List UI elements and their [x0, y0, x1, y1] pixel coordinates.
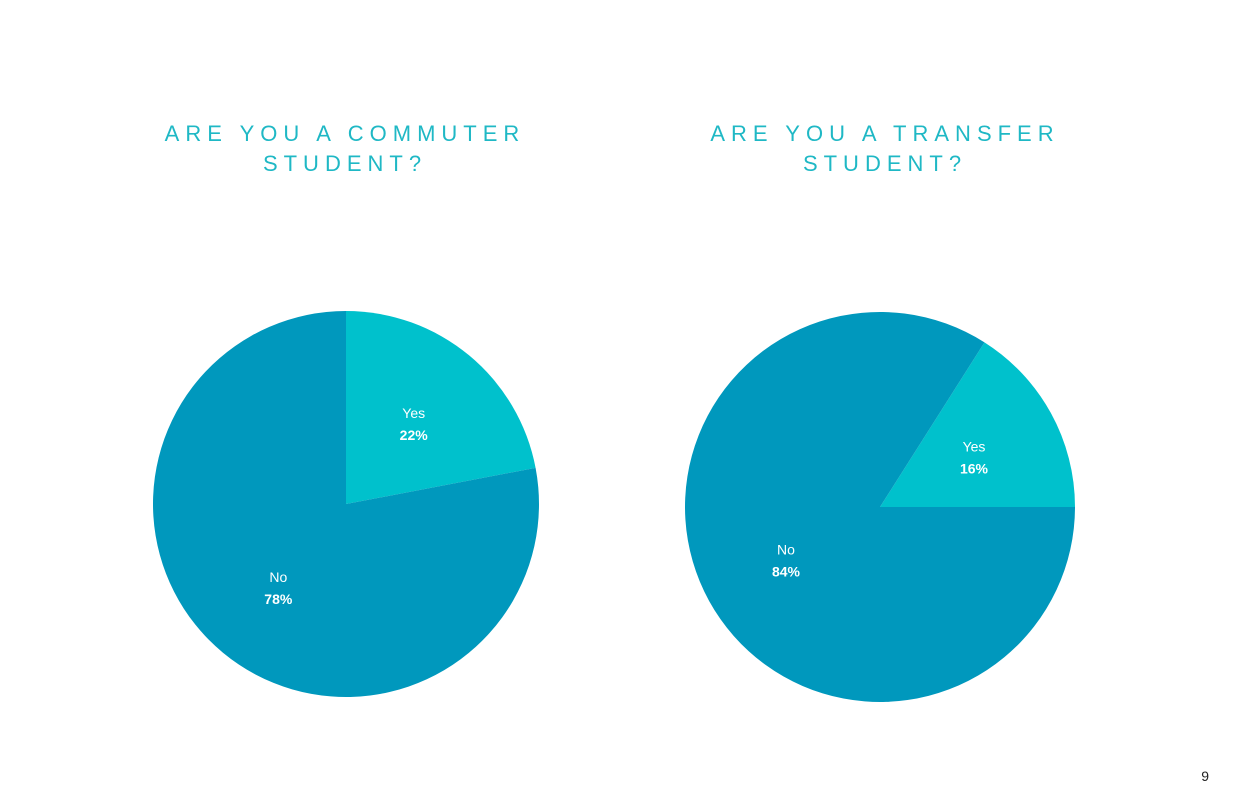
commuter-slice-no	[152, 311, 539, 697]
transfer-chart-title: ARE YOU A TRANSFER STUDENT?	[710, 121, 1060, 176]
commuter-value-yes: 22%	[400, 427, 429, 443]
transfer-slice-no	[685, 312, 1075, 703]
transfer-value-no: 84%	[772, 564, 801, 580]
transfer-pie-svg: Yes 16% No 84%	[685, 312, 1075, 703]
commuter-pie-chart: Yes 22% No 78%	[135, 295, 555, 715]
commuter-pie-svg: Yes 22% No 78%	[152, 311, 539, 697]
commuter-label-yes: Yes	[402, 405, 425, 421]
transfer-value-yes: 16%	[960, 460, 989, 476]
transfer-slice-yes	[880, 342, 1075, 507]
transfer-pie-chart: Yes 16% No 84%	[670, 295, 1090, 715]
transfer-label-yes: Yes	[963, 438, 986, 454]
page-number: 9	[1201, 768, 1209, 784]
commuter-value-no: 78%	[264, 591, 293, 607]
commuter-chart-title: ARE YOU A COMMUTER STUDENT?	[164, 121, 526, 176]
transfer-label-no: No	[777, 542, 795, 558]
commuter-label-no: No	[269, 569, 287, 585]
commuter-slice-yes	[346, 311, 536, 504]
